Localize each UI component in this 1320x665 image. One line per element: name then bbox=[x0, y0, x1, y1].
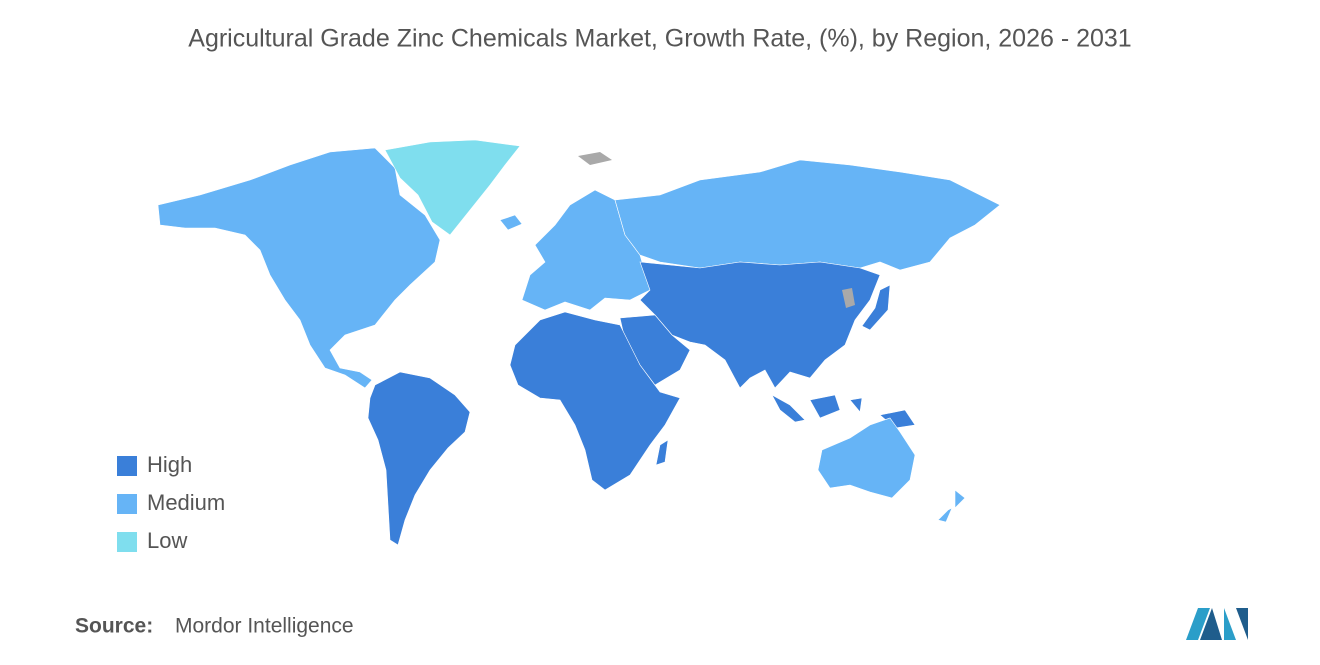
logo bbox=[1186, 608, 1248, 640]
legend: High Medium Low bbox=[117, 452, 225, 553]
world-map bbox=[157, 139, 1001, 546]
legend-label: Low bbox=[147, 528, 187, 553]
legend-label: Medium bbox=[147, 490, 225, 515]
legend-label: High bbox=[147, 452, 192, 477]
source-name: Mordor Intelligence bbox=[175, 615, 354, 638]
russia bbox=[614, 159, 1001, 271]
legend-swatch bbox=[117, 456, 137, 476]
indonesia bbox=[771, 394, 916, 429]
iceland bbox=[499, 214, 523, 231]
map-title: Agricultural Grade Zinc Chemicals Market… bbox=[188, 25, 1131, 53]
africa bbox=[509, 311, 681, 491]
legend-swatch bbox=[117, 532, 137, 552]
legend-swatch bbox=[117, 494, 137, 514]
madagascar bbox=[655, 439, 669, 466]
australia bbox=[817, 417, 916, 499]
greenland bbox=[384, 139, 521, 236]
source-label: Source: bbox=[75, 615, 153, 638]
new-zealand bbox=[937, 489, 966, 523]
korea bbox=[842, 288, 855, 308]
south-america bbox=[367, 371, 471, 546]
japan bbox=[861, 284, 891, 331]
svalbard bbox=[578, 152, 612, 165]
north-america bbox=[157, 147, 441, 389]
